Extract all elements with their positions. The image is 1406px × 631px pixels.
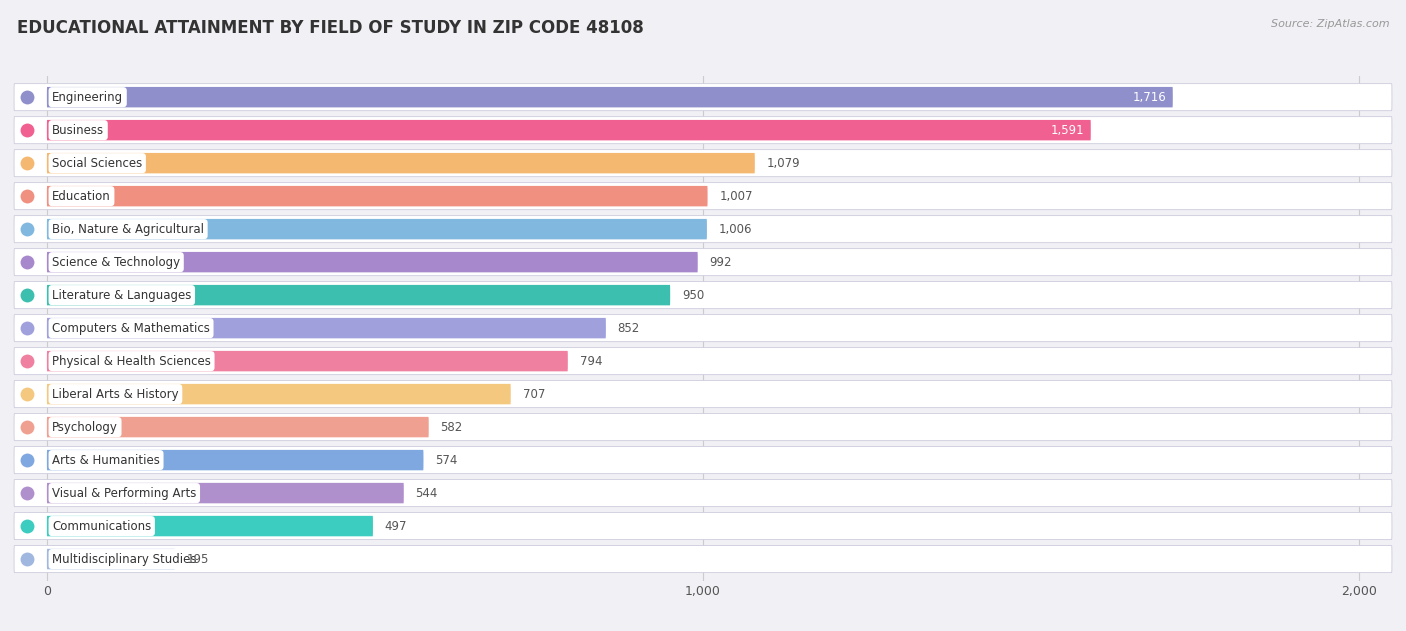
Text: Social Sciences: Social Sciences [52,156,142,170]
FancyBboxPatch shape [14,348,1392,375]
Text: 950: 950 [682,288,704,302]
Text: 582: 582 [440,421,463,433]
Text: 195: 195 [187,553,209,565]
FancyBboxPatch shape [14,413,1392,440]
Text: Business: Business [52,124,104,137]
FancyBboxPatch shape [14,380,1392,408]
Text: 852: 852 [617,322,640,334]
FancyBboxPatch shape [46,285,671,305]
FancyBboxPatch shape [46,483,404,504]
FancyBboxPatch shape [46,318,606,338]
Text: Education: Education [52,190,111,203]
FancyBboxPatch shape [46,219,707,239]
FancyBboxPatch shape [46,516,373,536]
Text: 992: 992 [710,256,733,269]
FancyBboxPatch shape [46,450,423,470]
Text: 544: 544 [416,487,439,500]
FancyBboxPatch shape [14,249,1392,276]
Text: Engineering: Engineering [52,91,124,103]
Text: 1,716: 1,716 [1132,91,1166,103]
Text: Physical & Health Sciences: Physical & Health Sciences [52,355,211,368]
FancyBboxPatch shape [46,120,1091,140]
FancyBboxPatch shape [14,480,1392,507]
FancyBboxPatch shape [14,546,1392,572]
Text: Source: ZipAtlas.com: Source: ZipAtlas.com [1271,19,1389,29]
Text: EDUCATIONAL ATTAINMENT BY FIELD OF STUDY IN ZIP CODE 48108: EDUCATIONAL ATTAINMENT BY FIELD OF STUDY… [17,19,644,37]
FancyBboxPatch shape [46,351,568,371]
FancyBboxPatch shape [14,182,1392,209]
FancyBboxPatch shape [14,315,1392,341]
Text: 574: 574 [436,454,458,466]
FancyBboxPatch shape [14,216,1392,243]
Text: Computers & Mathematics: Computers & Mathematics [52,322,209,334]
Text: 794: 794 [579,355,602,368]
Text: Liberal Arts & History: Liberal Arts & History [52,387,179,401]
Text: 1,007: 1,007 [720,190,752,203]
FancyBboxPatch shape [46,186,707,206]
FancyBboxPatch shape [46,252,697,273]
Text: Arts & Humanities: Arts & Humanities [52,454,160,466]
Text: 707: 707 [523,387,546,401]
Text: 1,079: 1,079 [766,156,800,170]
FancyBboxPatch shape [46,153,755,174]
FancyBboxPatch shape [46,384,510,404]
FancyBboxPatch shape [46,549,174,569]
Text: Bio, Nature & Agricultural: Bio, Nature & Agricultural [52,223,204,235]
Text: Psychology: Psychology [52,421,118,433]
FancyBboxPatch shape [14,84,1392,110]
Text: 497: 497 [385,519,408,533]
FancyBboxPatch shape [14,512,1392,540]
FancyBboxPatch shape [14,150,1392,177]
FancyBboxPatch shape [14,117,1392,144]
Text: 1,006: 1,006 [718,223,752,235]
FancyBboxPatch shape [14,447,1392,474]
FancyBboxPatch shape [14,281,1392,309]
Text: Literature & Languages: Literature & Languages [52,288,191,302]
Text: 1,591: 1,591 [1050,124,1084,137]
Text: Science & Technology: Science & Technology [52,256,180,269]
Text: Visual & Performing Arts: Visual & Performing Arts [52,487,197,500]
FancyBboxPatch shape [46,417,429,437]
Text: Multidisciplinary Studies: Multidisciplinary Studies [52,553,197,565]
FancyBboxPatch shape [46,87,1173,107]
Text: Communications: Communications [52,519,152,533]
